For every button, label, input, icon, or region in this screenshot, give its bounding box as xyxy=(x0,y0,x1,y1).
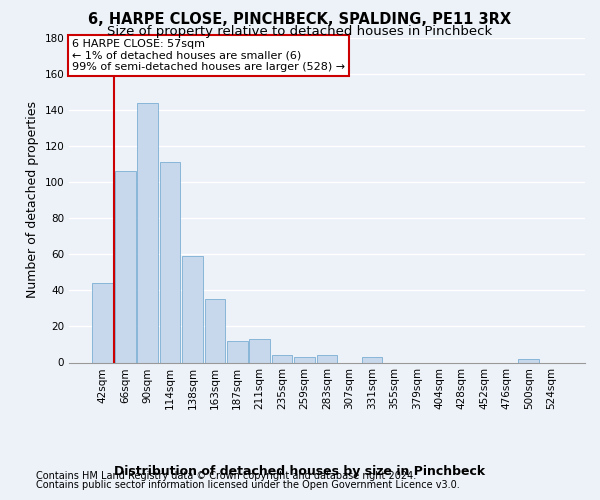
Bar xyxy=(518,359,539,362)
Text: Contains HM Land Registry data © Crown copyright and database right 2024.: Contains HM Land Registry data © Crown c… xyxy=(36,471,416,481)
Bar xyxy=(227,341,248,362)
Bar xyxy=(182,256,203,362)
Bar xyxy=(205,300,225,362)
Y-axis label: Number of detached properties: Number of detached properties xyxy=(26,102,39,298)
Text: 6, HARPE CLOSE, PINCHBECK, SPALDING, PE11 3RX: 6, HARPE CLOSE, PINCHBECK, SPALDING, PE1… xyxy=(88,12,512,28)
Text: Size of property relative to detached houses in Pinchbeck: Size of property relative to detached ho… xyxy=(107,25,493,38)
Bar xyxy=(115,171,136,362)
Bar xyxy=(317,356,337,362)
Text: Contains public sector information licensed under the Open Government Licence v3: Contains public sector information licen… xyxy=(36,480,460,490)
Bar xyxy=(250,339,270,362)
Bar xyxy=(137,102,158,362)
Bar xyxy=(92,283,113,362)
Bar xyxy=(160,162,181,362)
Text: Distribution of detached houses by size in Pinchbeck: Distribution of detached houses by size … xyxy=(115,465,485,478)
Text: 6 HARPE CLOSE: 57sqm
← 1% of detached houses are smaller (6)
99% of semi-detache: 6 HARPE CLOSE: 57sqm ← 1% of detached ho… xyxy=(71,39,345,72)
Bar xyxy=(272,356,292,362)
Bar xyxy=(362,357,382,362)
Bar xyxy=(294,357,315,362)
